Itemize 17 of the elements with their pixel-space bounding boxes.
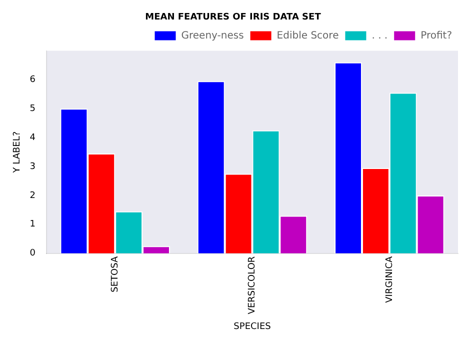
legend-label: Greeny-ness xyxy=(181,30,244,42)
x-axis-title: SPECIES xyxy=(234,322,272,332)
x-tick-label: VERSICOLOR xyxy=(248,256,258,314)
y-tick-label: 3 xyxy=(30,162,36,172)
y-axis-title: Y LABEL? xyxy=(12,131,23,174)
y-tick-label: 2 xyxy=(30,190,36,201)
legend-label: Profit? xyxy=(420,30,452,42)
legend-label: Edible Score xyxy=(276,30,339,42)
y-tick-label: 6 xyxy=(30,75,36,86)
y-tick-label: 1 xyxy=(30,220,36,230)
legend-label: . . . xyxy=(372,30,388,42)
y-tick-label: 5 xyxy=(30,104,36,114)
y-tick-label: 0 xyxy=(30,248,36,259)
y-tick-label: 4 xyxy=(30,132,36,143)
x-tick-label: SETOSA xyxy=(110,256,120,292)
x-tick-label: VIRGINICA xyxy=(384,256,395,303)
chart-title: MEAN FEATURES OF IRIS DATA SET xyxy=(145,12,322,23)
